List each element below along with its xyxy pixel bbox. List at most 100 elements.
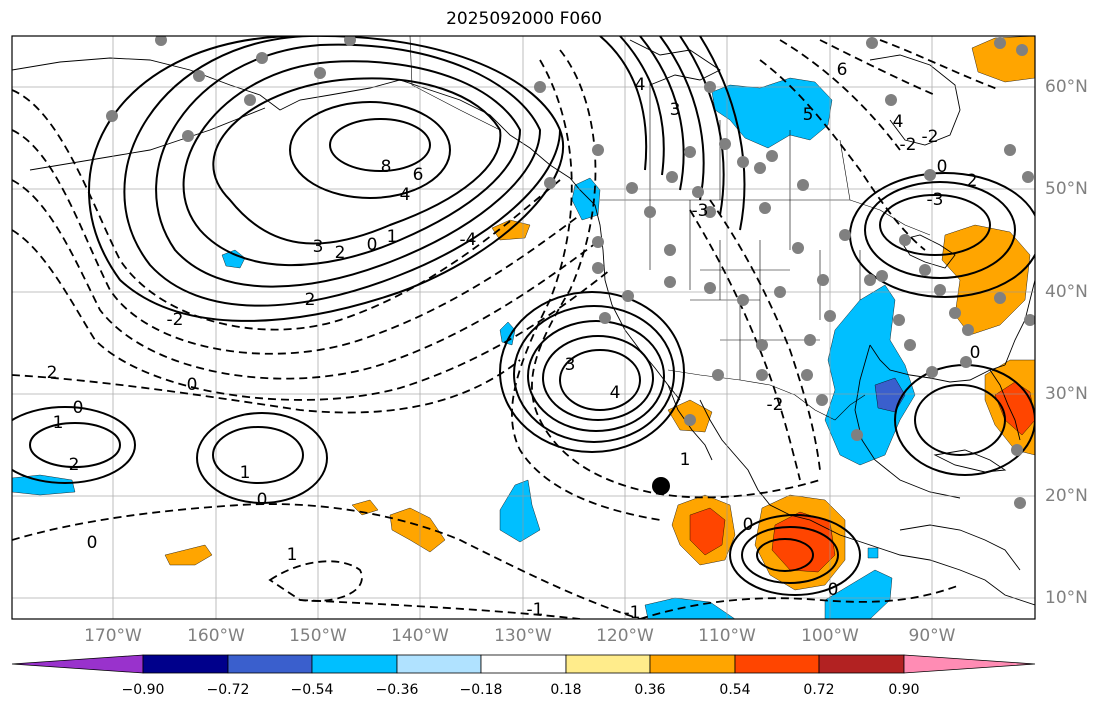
contour-label: -1 <box>527 600 544 620</box>
lat-label: 40°N <box>1045 282 1088 302</box>
shade-canada-blue <box>711 77 833 149</box>
lon-label: 90°W <box>908 626 956 646</box>
trough-contour-6 <box>12 503 641 619</box>
contour-label: 3 <box>565 355 576 375</box>
storm-marker <box>652 477 670 495</box>
shade-se-blue <box>824 569 893 619</box>
contour-label: -3 <box>692 201 709 221</box>
contour-label: -2 <box>922 127 939 147</box>
map-title: 2025092000 F060 <box>446 9 602 29</box>
contour-label: -2 <box>767 395 784 415</box>
us-west-coast <box>602 249 681 401</box>
contour-label: 0 <box>73 398 84 418</box>
contour-label: 3 <box>313 237 324 257</box>
aleutians <box>29 107 266 171</box>
shade-mid-blue <box>499 479 541 543</box>
shade-gulf-blue <box>824 284 916 466</box>
contour-label: 2 <box>47 363 58 383</box>
contour-label: -3 <box>927 190 944 210</box>
north-dashes <box>819 39 1001 96</box>
trough-contour-2 <box>12 129 581 355</box>
south-dashes <box>299 584 961 619</box>
lat-label: 60°N <box>1045 77 1088 97</box>
canada-dashes <box>759 39 926 251</box>
trough-contour-5 <box>12 359 521 414</box>
us-canada-border <box>600 199 931 236</box>
contour-label: 0 <box>743 515 754 535</box>
contour-label: -2 <box>900 135 917 155</box>
colorbar <box>11 654 1036 674</box>
lon-label: 150°W <box>289 626 347 646</box>
colorbar-segment <box>649 654 736 674</box>
contour-label: 0 <box>367 235 378 255</box>
lat-label: 30°N <box>1045 384 1088 404</box>
west-coast-trough <box>531 49 821 499</box>
mexico-low-1 <box>729 514 861 596</box>
trough-contour-1 <box>12 89 561 331</box>
cuba <box>933 449 1007 473</box>
shade-west-orange1 <box>164 544 213 566</box>
trough-contour-4 <box>12 229 611 401</box>
contour-label: 4 <box>893 112 904 132</box>
contour-label: 5 <box>803 105 814 125</box>
station-dots <box>106 36 1035 509</box>
mexico-low-3 <box>756 538 814 572</box>
baja-high-4 <box>559 349 641 411</box>
contour-label: 0 <box>257 490 268 510</box>
colorbar-segment <box>818 654 905 674</box>
lon-label: 120°W <box>596 626 654 646</box>
contour-label: -2 <box>167 310 184 330</box>
colorbar-tick-label: 0.72 <box>803 682 835 698</box>
high-contour-6 <box>289 101 451 199</box>
shade-small-blue2 <box>867 547 879 559</box>
contour-label: 6 <box>413 165 424 185</box>
contour-label: 4 <box>610 383 621 403</box>
alaska-coast <box>12 57 571 179</box>
west-coast-trough-2 <box>511 59 661 521</box>
contour-label: 4 <box>635 75 646 95</box>
colorbar-tick-label: −0.72 <box>206 682 250 698</box>
contour-label: 0 <box>87 533 98 553</box>
baja-high-1 <box>513 305 675 443</box>
colorbar-tick-label: 0.90 <box>888 682 920 698</box>
contour-labels: 8 6 4 3 2 0 1 2 0 1 2 3 4 -4 0 0 1 2 0 1… <box>47 60 981 620</box>
shade-west-orange2 <box>351 499 379 516</box>
colorbar-segment <box>565 654 651 674</box>
contour-label: 6 <box>837 60 848 80</box>
baja <box>667 384 811 521</box>
mid-high-1 <box>212 426 304 484</box>
shade-mid-orange <box>389 507 446 553</box>
low-10-dashes <box>268 560 363 602</box>
shade-hawaii-blue <box>221 249 246 269</box>
contour-label: 4 <box>400 185 411 205</box>
contour-label: 1 <box>287 545 298 565</box>
mexico-low-2 <box>741 526 839 584</box>
atl-high-1 <box>914 384 1006 456</box>
high-contour-4 <box>212 77 502 245</box>
baja-high-3 <box>542 335 654 421</box>
state-lines <box>649 200 861 380</box>
alaska-canada-border <box>409 36 501 131</box>
colorbar-extend-min <box>11 654 144 674</box>
west-low-2 <box>29 422 121 468</box>
high-contour-2 <box>155 43 542 288</box>
negative-contours <box>12 39 1001 619</box>
colorbar-tick-label: −0.36 <box>375 682 419 698</box>
mid-high-0 <box>196 412 328 504</box>
contour-label: 2 <box>305 290 316 310</box>
map-frame <box>11 35 1036 620</box>
contour-label: 1 <box>240 463 251 483</box>
bc-coast <box>569 177 604 251</box>
trough-contour-3 <box>12 179 601 380</box>
central-america <box>899 524 1021 571</box>
contour-label: 2 <box>967 171 978 191</box>
lat-label: 20°N <box>1045 486 1088 506</box>
colorbar-segment <box>227 654 313 674</box>
mexico-pacific <box>809 519 1035 606</box>
lon-label: 160°W <box>187 626 245 646</box>
florida <box>989 369 1021 441</box>
contour-label: 0 <box>970 343 981 363</box>
positive-contours <box>12 36 1035 596</box>
great-lakes <box>899 234 956 269</box>
